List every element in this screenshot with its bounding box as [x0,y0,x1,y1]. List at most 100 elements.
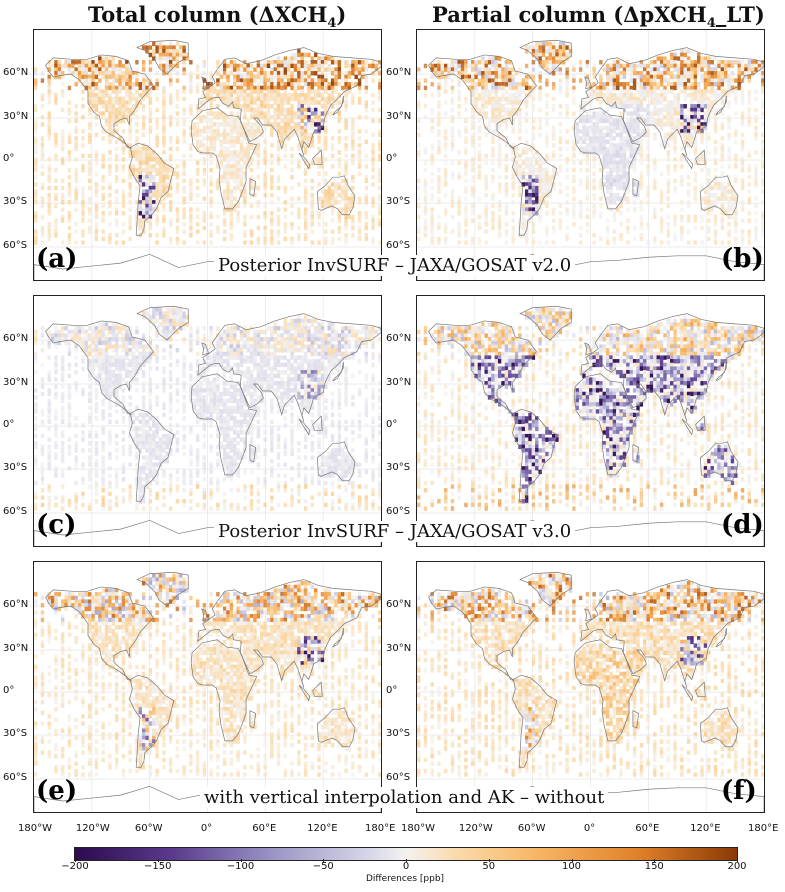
data-cell [558,60,563,65]
data-cell [609,139,613,145]
data-cell [229,115,234,120]
data-cell [707,63,711,69]
data-cell [720,222,725,227]
data-cell [528,146,532,152]
data-cell [293,111,298,116]
data-cell [464,222,468,227]
data-cell [243,214,247,220]
data-cell [707,200,711,205]
data-cell [125,71,129,76]
data-cell [535,185,539,191]
data-cell [720,157,725,162]
data-cell [626,185,630,191]
data-cell [172,318,176,324]
data-cell [297,196,301,201]
data-cell [443,132,448,138]
data-cell [189,185,193,191]
data-cell [450,67,455,72]
data-cell [253,67,257,72]
data-cell [81,240,85,245]
data-cell [470,93,475,98]
data-cell [125,85,129,91]
data-cell [464,207,468,212]
data-cell [114,139,119,145]
data-cell [622,71,627,76]
data-cell [636,118,640,124]
data-cell [609,150,613,155]
data-cell [270,67,274,72]
data-cell [477,240,482,245]
data-cell [713,63,718,69]
data-cell [148,129,153,134]
data-cell [189,189,193,194]
data-cell [337,182,342,187]
data-cell [545,118,549,124]
data-cell [646,157,650,162]
data-cell [347,82,352,87]
data-cell [283,236,288,242]
data-cell [578,136,583,141]
data-cell [195,185,200,191]
data-cell [710,78,714,83]
data-cell [158,200,163,205]
data-cell [378,146,381,152]
data-cell [541,200,546,205]
data-cell [545,122,549,127]
data-cell [450,96,455,102]
data-cell [470,175,475,180]
data-cell [222,192,227,198]
data-cell [189,153,193,159]
data-cell [94,96,99,102]
data-cell [300,74,304,80]
data-cell [324,196,328,201]
data-cell [74,185,78,191]
data-cell [371,93,375,98]
data-cell [747,74,752,80]
data-cell [290,74,294,80]
data-cell [531,78,536,83]
data-cell [307,115,311,120]
data-cell [643,118,647,124]
data-cell [135,82,139,87]
data-cell [477,82,482,87]
data-cell [555,52,559,58]
data-cell [470,240,475,245]
data-cell [710,67,714,72]
data-cell [148,222,153,227]
data-cell [727,89,731,94]
data-cell [246,78,250,83]
data-cell [653,125,657,131]
data-cell [243,153,247,159]
data-cell [303,136,308,141]
data-cell [443,171,448,176]
data-cell [626,118,630,124]
data-cell [344,182,348,187]
data-cell [216,214,220,220]
data-cell [538,41,542,47]
data-cell [344,164,348,169]
data-cell [128,89,132,94]
data-cell [734,207,738,212]
data-cell [541,160,546,166]
data-cell [653,132,657,138]
data-cell [720,182,725,187]
data-cell [649,118,654,124]
data-cell [310,96,315,102]
data-cell [632,82,637,87]
data-cell [464,74,468,80]
data-cell [504,60,509,65]
data-cell [114,85,119,91]
data-cell [324,118,328,124]
data-cell [182,178,186,184]
data-cell [572,175,576,180]
data-cell [34,78,38,83]
data-cell [670,89,674,94]
data-cell [457,82,461,87]
data-cell [484,203,488,209]
data-cell [487,118,492,124]
data-cell [94,236,99,242]
data-cell [158,182,163,187]
data-cell [659,143,664,148]
data-cell [209,233,213,238]
data-cell [175,96,180,102]
